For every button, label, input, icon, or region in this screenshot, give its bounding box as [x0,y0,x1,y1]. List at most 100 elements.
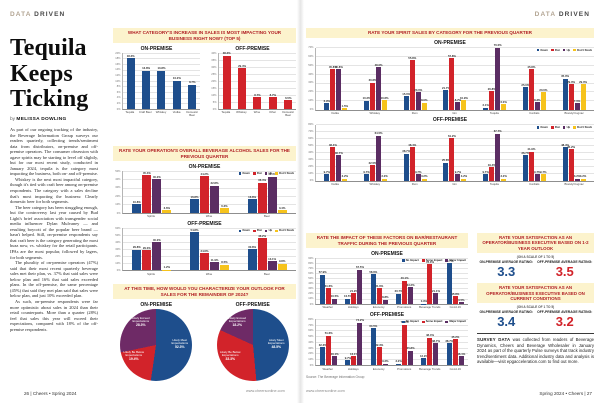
bar: 25.8% [407,346,415,366]
bar-group: 35.0% 29.0% 7.0% 29.0% [561,74,587,110]
chart-panel-on-premise: ON-PREMISE Likely Meet Expectations 52.3%… [113,299,200,382]
article-title-line: Keeps [10,60,73,87]
bar: 9.7% [455,170,461,181]
pie: Likely Meet Expectations 48.5% Likely Be B… [216,309,289,382]
category-label: Wine [205,271,213,276]
pie-slice-label: Likely Meet Expectations 48.5% [267,337,285,349]
gridline [123,241,296,243]
gridline [123,187,296,188]
category-label: Wine [253,110,261,115]
rating-box-current: RATE YOUR SATISFACTION AS AN OPERATOR/BU… [477,283,594,329]
bar: 1.2% [162,265,172,271]
bar-group: 8.7% [253,93,262,110]
bar: 64.5% [375,131,383,181]
axis-tick: 2% [116,102,121,105]
legend-swatch-icon [445,320,449,324]
axis-tick: 20% [308,352,314,356]
bar-value-label: 16.1% [330,351,339,356]
bar: 7.0% [574,99,580,110]
axis-tick: 90% [308,256,314,260]
category-label: Gin [452,110,457,115]
bar-group: 36.7% 41.9% 9.7% 9.7% [521,147,547,181]
category-label: Weather [322,305,334,310]
category-label: Promotions [397,366,412,371]
bar: 30.8% [247,245,257,271]
bar-value-label: 9.7% [540,169,547,174]
bar-value-label: 11.9% [210,257,219,262]
category-label: Rum [411,182,418,187]
bar: 9.7% [363,170,370,181]
bar: 46.1% [401,276,409,305]
bar-value-label: 16.1% [350,351,358,356]
category-label: Vodka [331,110,339,115]
category-label: Cordials [529,110,540,115]
bar-value-label: 24.6% [200,248,209,253]
paragraph: Whiskey is the next most impactful categ… [10,176,98,205]
bar-group: 58.6% 31.6% 8.8% [369,270,389,305]
bar-value-label: 3.2% [460,174,468,179]
gridline [316,336,468,337]
bar: 3.6% [162,206,172,214]
gridline [316,330,468,331]
bar-group: 30.8% 46.2% 13.1% 9.8% [247,234,287,271]
bar-value-label: 10.2% [172,76,181,81]
axis-tick: 10% [308,297,314,301]
bar-value-label: 8.0% [421,98,428,103]
bar-value-label: 48.4% [561,142,570,147]
gridline [316,318,468,320]
bar-group: 13.8% [157,66,166,110]
bar: 29.0% [579,80,587,110]
bar-group: 9.7% 16.1% 74.2% [345,318,364,366]
gridline [316,166,594,167]
legend-item: Flat [550,49,560,52]
gridline [123,234,296,236]
category-label: Craft Beer [139,110,152,115]
legend-item: Up [264,229,272,232]
bar-value-label: 9.7% [534,169,541,174]
bar-plot: 0% 5% 10% 15% 20% 25% 30% 35% 40% 38.2% 29.4% 8.7% 8… [209,51,296,117]
bar: 20.0% [414,88,422,110]
legend-swatch-icon [275,172,278,176]
bar-value-label: 13.1% [268,256,277,261]
legend-item: Up [562,49,570,52]
bar-value-label: 70.0% [493,43,502,48]
bar-value-label: 40.2% [152,237,161,242]
gridline [219,52,296,54]
bar: 20.8% [488,87,496,110]
category-label: Vodka [331,182,339,187]
bar-group: 48.4% 45.2% 3.2% 3.2% [561,143,586,181]
category-labels: Weather Holidays Economy Promotions Beverage… [315,366,468,370]
bar-value-label: 20.0% [414,87,423,92]
gridline [316,131,594,132]
gridline [316,145,594,146]
axis-tick: 20% [308,292,314,296]
bar-value-label: 9.7% [482,169,489,174]
bar-group: 32.3% 51.6% 16.1% [319,331,339,366]
bar-value-label: 64.5% [374,131,383,136]
bar: 6.2% [219,204,229,214]
legend-item: Down [238,172,250,175]
bar: 36.7% [335,151,343,181]
bar: 19.4% [488,163,496,181]
gridline [316,82,594,84]
bar-value-label: 8.3% [534,97,541,102]
legend-item: Don't Stock [573,126,592,129]
bar-value-label: 20.7% [394,289,403,294]
gridline [123,195,296,197]
bar: 13.8% [157,66,166,110]
bar: 45.2% [451,335,459,366]
category-label: Tequila [125,110,135,115]
bar-value-label: 67.7% [493,129,502,134]
bar-value-label: 9.7% [363,169,370,174]
bar: 9.7% [534,170,541,181]
axis-tick: 30% [308,287,314,291]
bar: 48.4% [426,333,434,366]
axis-tick: 80% [308,123,314,127]
bar: 8.5% [219,260,229,271]
on-premise-rating: ON-PREMISE AVERAGE RATING: 3.4 [477,310,536,329]
category-labels: Tequila Whiskey Wine Other Domestic Beer [218,110,296,117]
axis-tick: 15% [211,86,217,90]
bar: 80.7% [445,259,453,305]
bar-plot: 0% 10% 20% 30% 40% 50% 60% 70% 80% 32.3% 51.6% 16.1… [306,318,468,370]
axis-tick: 10% [115,79,121,83]
